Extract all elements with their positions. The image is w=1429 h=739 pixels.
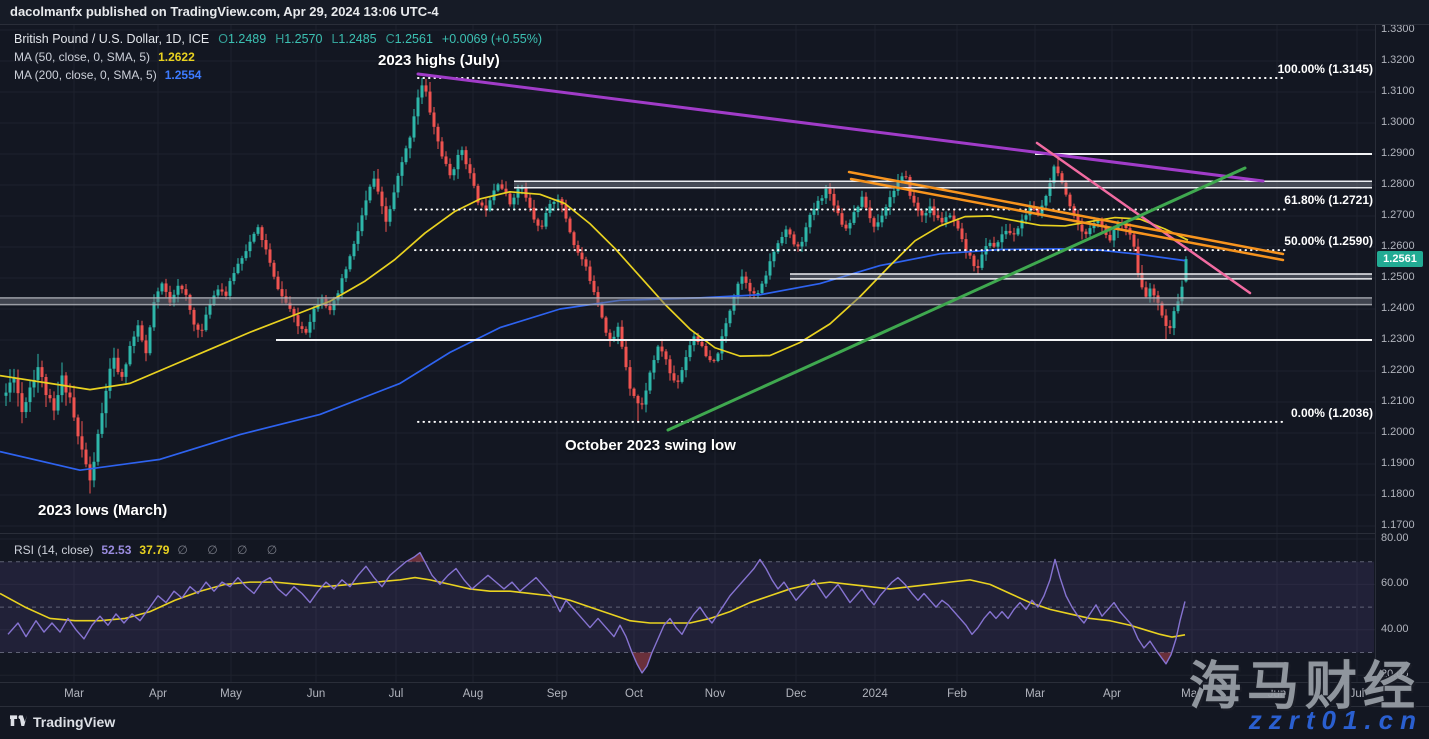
ma50-label: MA (50, close, 0, SMA, 5) [14, 50, 151, 64]
rsi-legend-row[interactable]: RSI (14, close) 52.53 37.79 ∅ ∅ ∅ ∅ [14, 543, 285, 557]
low-label: L [331, 32, 339, 46]
legend-ma50-row[interactable]: MA (50, close, 0, SMA, 5) 1.2622 [14, 48, 542, 66]
fib-level-label: 100.00% (1.3145) [1277, 62, 1373, 77]
price-tick-label: 1.2700 [1381, 209, 1415, 221]
publish-bar: dacolmanfx published on TradingView.com,… [0, 0, 1429, 25]
time-tick-label: Jun [1267, 688, 1287, 700]
annotation-october-swing-low[interactable]: October 2023 swing low [565, 437, 736, 454]
fib-level-label: 61.80% (1.2721) [1284, 193, 1373, 208]
time-axis[interactable]: Mar Apr May Jun Jul Aug Sep Oct Nov Dec 2024 Feb Mar… [0, 682, 1429, 707]
time-tick-label: May [220, 688, 242, 700]
high-value: 1.2570 [284, 32, 323, 46]
chart-legend: British Pound / U.S. Dollar, 1D, ICE O1.2… [14, 30, 542, 84]
price-tick-label: 1.2400 [1381, 302, 1415, 314]
price-tick-label: 1.3300 [1381, 23, 1415, 35]
price-tick-label: 1.2100 [1381, 395, 1415, 407]
price-axis[interactable]: 1.2561 1.3300 1.3200 1.3100 1.3000 1.2900 1.2… [1375, 23, 1429, 706]
close-value: 1.2561 [394, 32, 433, 46]
legend-symbol-row[interactable]: British Pound / U.S. Dollar, 1D, ICE O1.2… [14, 30, 542, 48]
open-label: O [218, 32, 228, 46]
pane-separator[interactable] [0, 533, 1429, 534]
last-price-tag: 1.2561 [1377, 251, 1423, 268]
price-tick-label: 1.3000 [1381, 116, 1415, 128]
change-value: +0.0069 (+0.55%) [441, 32, 542, 46]
rsi-tick-label: 80.00 [1381, 532, 1409, 544]
price-tick-label: 1.2600 [1381, 240, 1415, 252]
price-tick-label: 1.1900 [1381, 457, 1415, 469]
price-tick-label: 1.1800 [1381, 488, 1415, 500]
time-tick-label: Oct [625, 688, 643, 700]
time-tick-label: Jul [388, 688, 404, 700]
time-tick-label: Dec [785, 688, 807, 700]
price-tick-label: 1.2000 [1381, 426, 1415, 438]
price-tick-label: 1.3200 [1381, 54, 1415, 66]
time-tick-label: Jul [1349, 688, 1365, 700]
time-tick-label: Apr [149, 688, 167, 700]
price-tick-label: 1.1700 [1381, 519, 1415, 531]
rsi-label: RSI (14, close) [14, 543, 94, 557]
time-tick-label: Nov [704, 688, 726, 700]
time-tick-label: Feb [947, 688, 967, 700]
low-value: 1.2485 [338, 32, 377, 46]
rsi-tick-label: 20.00 [1381, 668, 1409, 681]
time-tick-label: May [1181, 688, 1203, 700]
ma200-label: MA (200, close, 0, SMA, 5) [14, 68, 157, 82]
time-tick-label: 2024 [862, 688, 888, 700]
price-tick-label: 1.2800 [1381, 178, 1415, 190]
time-tick-label: Apr [1103, 688, 1121, 700]
symbol-title: British Pound / U.S. Dollar, 1D, ICE [14, 32, 210, 46]
open-value: 1.2489 [227, 32, 267, 46]
ma50-value: 1.2622 [158, 50, 195, 64]
tradingview-brand-text: TradingView [33, 714, 116, 730]
publish-byline: dacolmanfx published on TradingView.com,… [10, 4, 439, 19]
time-tick-label: Mar [64, 688, 84, 700]
fib-level-label: 0.00% (1.2036) [1290, 405, 1373, 420]
annotation-2023-lows[interactable]: 2023 lows (March) [38, 502, 168, 519]
ma200-value: 1.2554 [164, 68, 202, 82]
price-tick-label: 1.3100 [1381, 85, 1415, 97]
time-tick-label: Jun [306, 688, 326, 700]
price-tick-label: 1.2900 [1381, 147, 1415, 159]
fib-level-label: 50.00% (1.2590) [1284, 234, 1373, 249]
rsi-ma-value: 37.79 [139, 543, 170, 557]
price-tick-label: 1.2300 [1381, 333, 1415, 345]
rsi-empty-params: ∅ ∅ ∅ ∅ [177, 543, 286, 557]
price-tick-label: 1.2500 [1381, 271, 1415, 283]
annotation-2023-highs[interactable]: 2023 highs (July) [378, 52, 500, 69]
time-tick-label: Aug [462, 688, 484, 700]
time-tick-label: Mar [1025, 688, 1045, 700]
rsi-tick-label: 40.00 [1381, 622, 1409, 635]
high-label: H [275, 32, 285, 46]
rsi-value: 52.53 [101, 543, 132, 557]
price-tick-label: 1.2200 [1381, 364, 1415, 376]
footer-bar: TradingView [0, 706, 1429, 739]
tradingview-logo-icon [10, 714, 27, 726]
close-label: C [385, 32, 395, 46]
legend-ma200-row[interactable]: MA (200, close, 0, SMA, 5) 1.2554 [14, 66, 542, 84]
rsi-tick-label: 60.00 [1381, 577, 1409, 590]
tradingview-logo[interactable]: TradingView [10, 714, 115, 730]
time-tick-label: Sep [546, 688, 568, 700]
